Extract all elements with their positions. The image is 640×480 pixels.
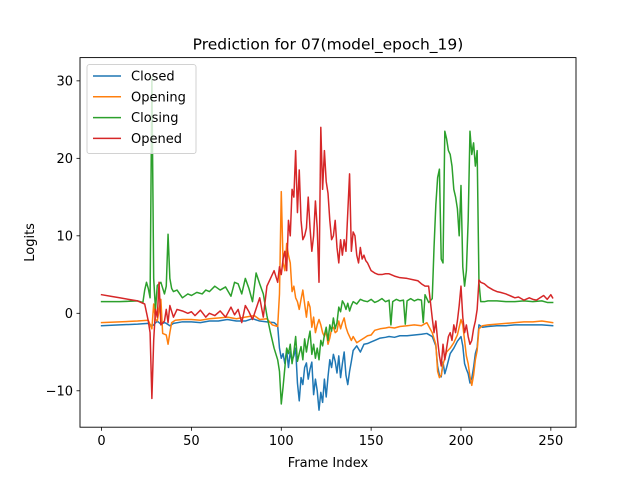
plot-lines xyxy=(100,76,554,411)
x-tick-label: 200 xyxy=(449,434,474,449)
y-tick-label: 20 xyxy=(56,152,73,167)
y-tick-label: 30 xyxy=(56,74,73,89)
chart-title: Prediction for 07(model_epoch_19) xyxy=(193,36,464,55)
series-line-closing xyxy=(100,76,554,405)
x-tick-label: 0 xyxy=(97,434,105,449)
legend-label-closing: Closing xyxy=(131,111,179,126)
x-tick-label: 50 xyxy=(183,434,200,449)
x-tick-label: 150 xyxy=(359,434,384,449)
y-axis-label: Logits xyxy=(23,223,38,262)
x-axis-label: Frame Index xyxy=(288,456,369,471)
y-axis: −10 0 10 20 30 xyxy=(46,74,80,399)
y-tick-label: 0 xyxy=(65,307,73,322)
series-line-opened xyxy=(100,126,554,400)
legend-box xyxy=(86,64,197,155)
x-tick-label: 250 xyxy=(538,434,563,449)
legend-label-closed: Closed xyxy=(131,70,175,85)
legend: Closed Opening Closing Opened xyxy=(86,64,197,155)
y-tick-label: −10 xyxy=(46,384,73,399)
y-tick-label: 10 xyxy=(56,229,73,244)
legend-label-opened: Opened xyxy=(131,132,182,147)
legend-label-opening: Opening xyxy=(131,90,186,105)
x-axis: 0 50 100 150 200 250 xyxy=(97,427,563,449)
x-tick-label: 100 xyxy=(269,434,294,449)
plot-frame xyxy=(79,57,577,428)
